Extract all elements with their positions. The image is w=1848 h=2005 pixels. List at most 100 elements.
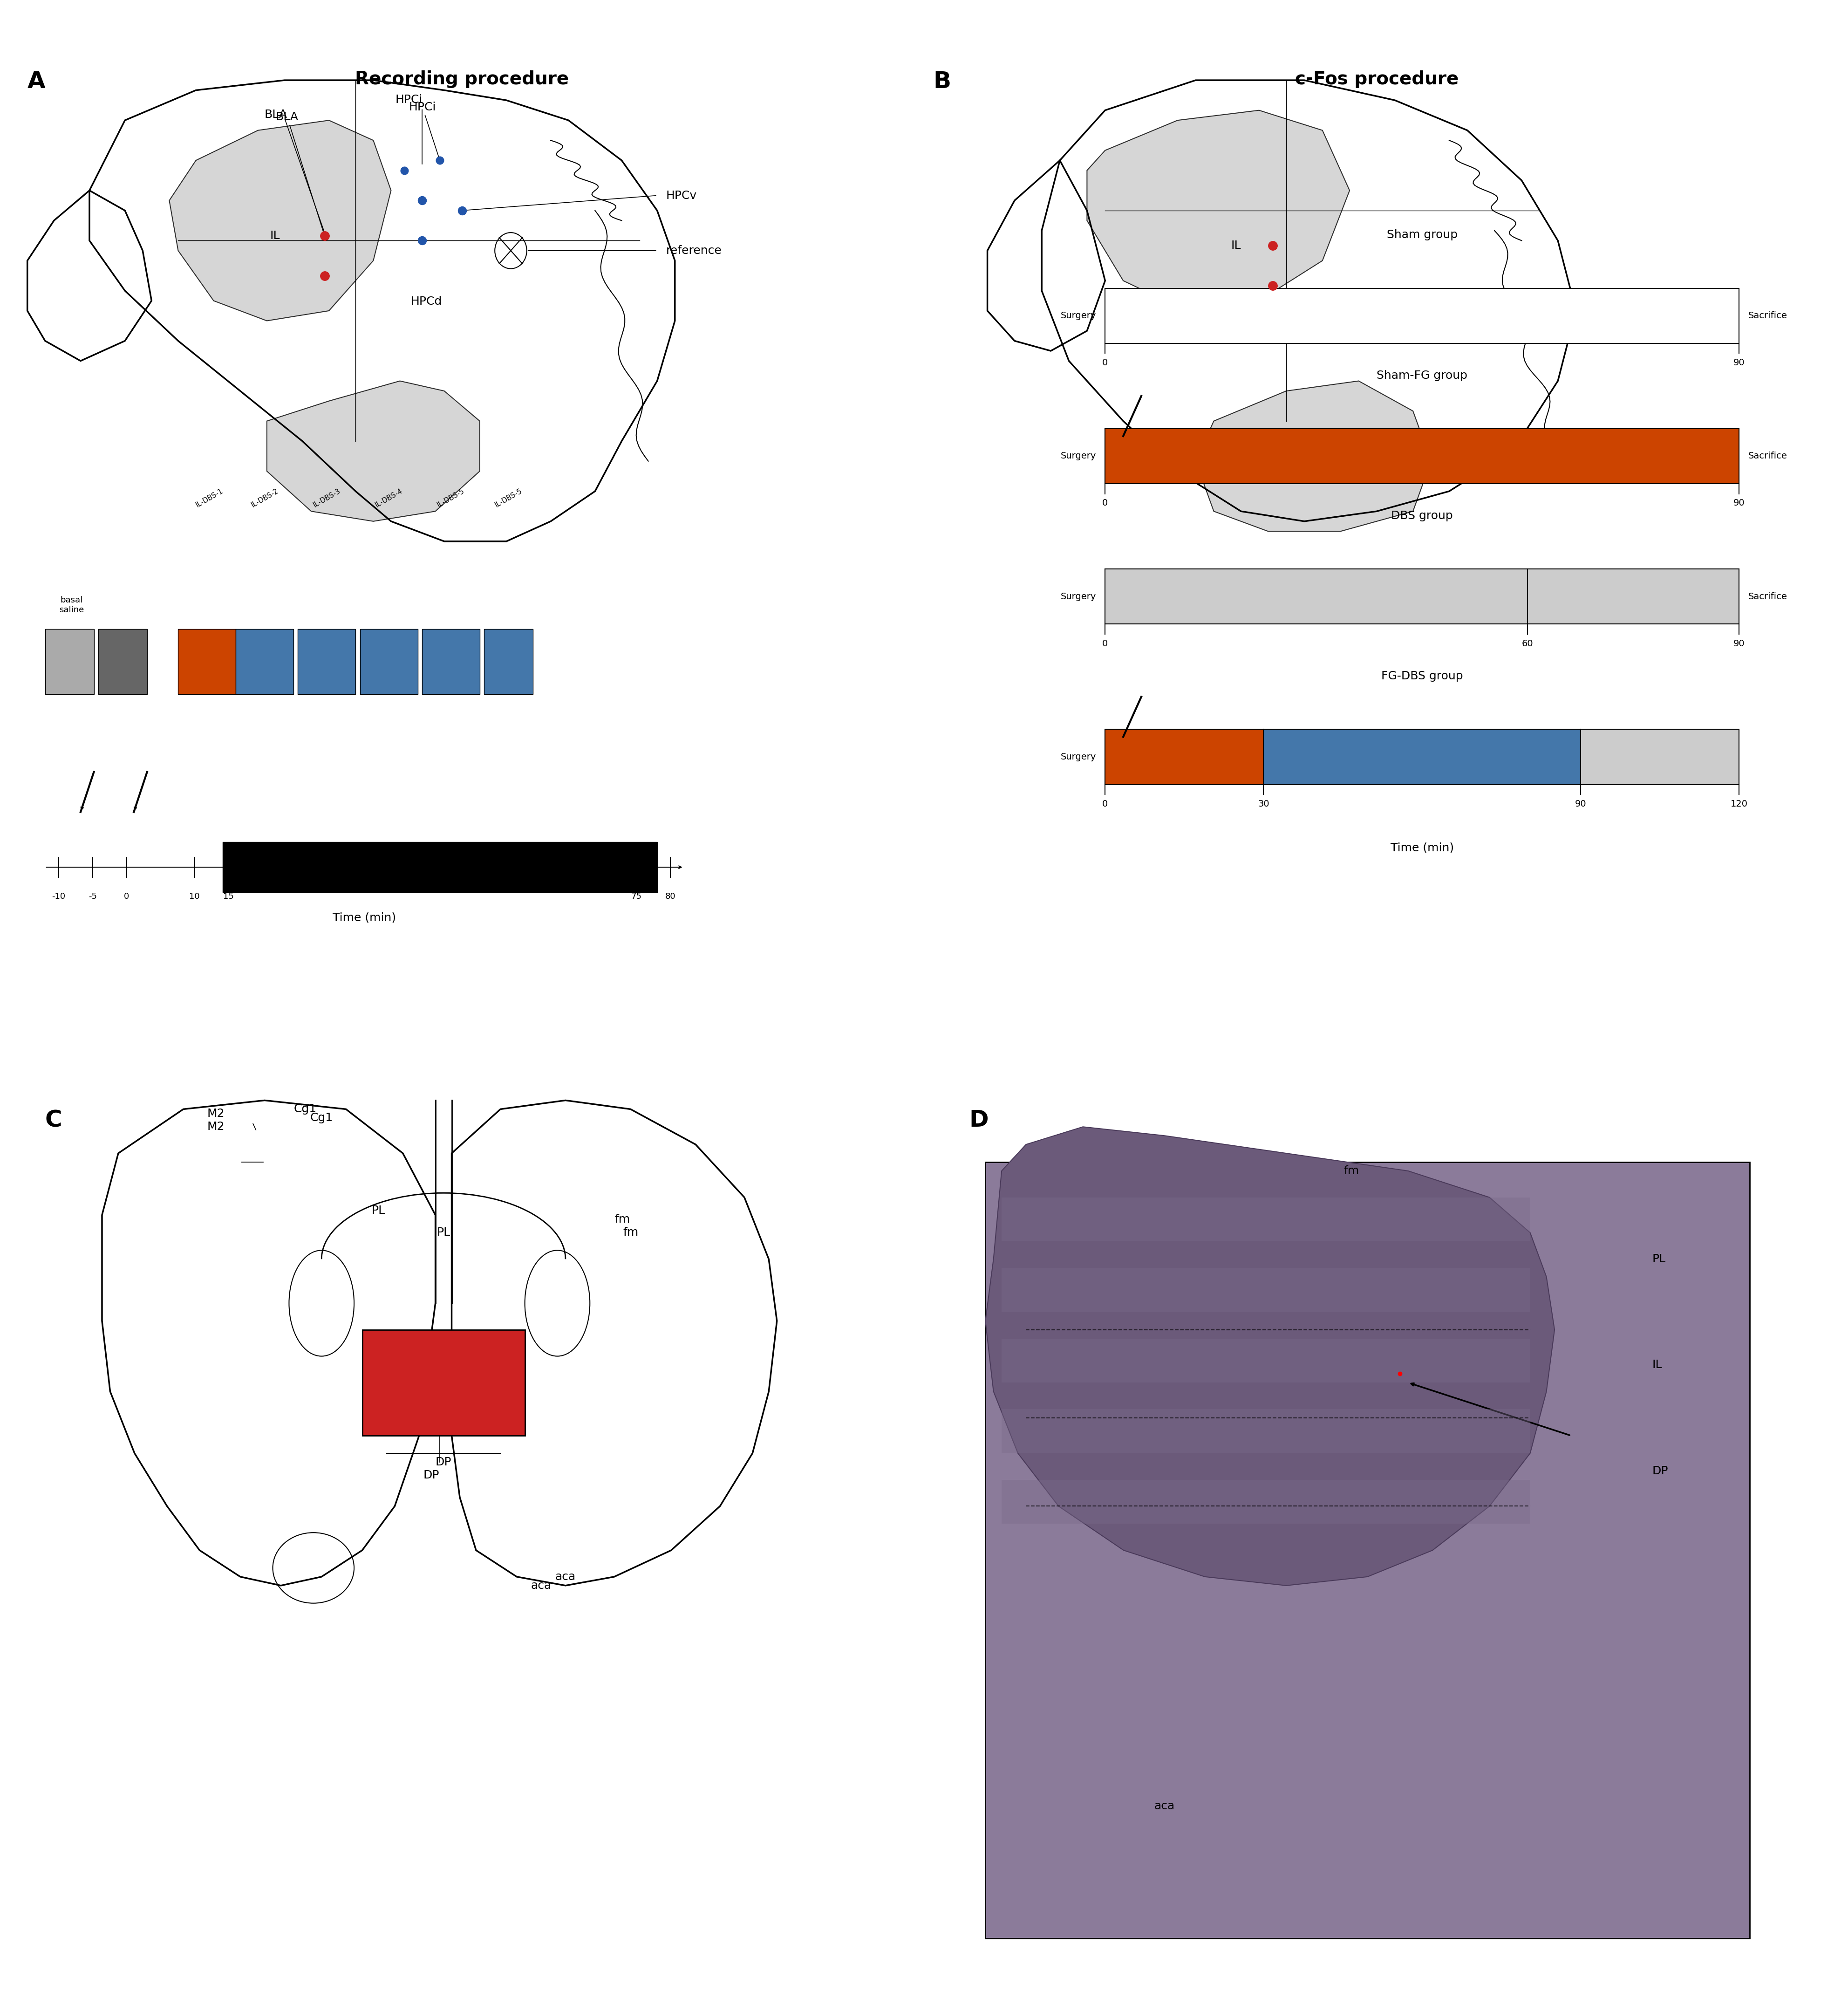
Text: HPCi: HPCi [395,94,423,106]
Text: fm: fm [1343,1165,1358,1177]
Text: 90: 90 [1733,499,1745,507]
Text: 30: 30 [1258,800,1270,808]
Bar [222,842,658,892]
Text: 120: 120 [1730,800,1748,808]
Text: 75: 75 [630,892,641,900]
Text: M2: M2 [207,1109,225,1119]
Bar [484,630,532,694]
Text: Sacrifice: Sacrifice [1748,311,1787,321]
Text: IL: IL [436,1375,451,1389]
Bar [1528,569,1739,624]
Text: -10: -10 [52,892,65,900]
Text: A: A [28,70,46,92]
Bar [44,630,94,694]
Text: IL-DBS-2: IL-DBS-2 [249,487,279,509]
Text: fm: fm [615,1213,630,1225]
Bar [177,630,237,694]
Bar [1002,1410,1530,1454]
Bar [98,630,148,694]
Text: 2: 2 [262,658,268,666]
Text: 4: 4 [386,658,392,666]
Text: Sacrifice: Sacrifice [1748,451,1787,461]
Text: DP: DP [1652,1466,1669,1476]
Text: fm: fm [623,1227,638,1239]
Text: HPCi: HPCi [408,102,440,158]
Text: FG-DBS group: FG-DBS group [1380,670,1464,682]
Text: B: B [933,70,952,92]
Text: 5: 5 [449,658,453,666]
Text: IL-DBS-3: IL-DBS-3 [312,487,342,509]
Bar [421,630,480,694]
Text: Surgery: Surgery [1061,752,1096,762]
Text: 15: 15 [224,892,235,900]
Text: Time (min): Time (min) [333,912,395,924]
Text: -5: -5 [89,892,96,900]
Text: IL-DBS-4: IL-DBS-4 [373,487,403,509]
Text: PL: PL [1652,1253,1665,1265]
Text: 90: 90 [1733,359,1745,367]
Text: 60: 60 [1523,640,1534,648]
Polygon shape [266,381,480,521]
Bar [1105,289,1739,343]
Text: 90: 90 [1574,800,1586,808]
Text: IL-DBS: IL-DBS [416,860,464,874]
Text: DBS on: DBS on [1299,591,1332,602]
Polygon shape [170,120,392,321]
Text: 0: 0 [1101,499,1109,507]
Bar [985,1163,1750,1939]
Text: M2: M2 [207,1121,225,1133]
Bar [362,1329,525,1436]
Text: Cg1: Cg1 [310,1113,333,1123]
Bar [237,630,294,694]
Text: IL-DBS-1: IL-DBS-1 [194,487,224,509]
Text: DBS off: DBS off [1643,752,1676,762]
Text: basal
saline: basal saline [59,595,85,614]
Text: DP: DP [423,1470,440,1482]
Text: 3: 3 [323,658,329,666]
Text: DBS group: DBS group [1392,509,1453,521]
Text: 80: 80 [665,892,675,900]
Text: Surgery: Surgery [1061,311,1096,321]
Text: Surgery: Surgery [1061,591,1096,602]
Text: 0: 0 [1101,640,1109,648]
Bar [1105,569,1528,624]
Bar [298,630,355,694]
Text: HPCd: HPCd [410,297,442,307]
Text: Sacrifice: Sacrifice [1748,591,1787,602]
Text: DP: DP [436,1456,451,1468]
Bar [1580,730,1739,784]
Text: BLA: BLA [264,108,286,120]
Text: 0: 0 [124,892,129,900]
Bar [1105,730,1264,784]
Text: IL: IL [1231,241,1242,251]
Text: Sham-FG group: Sham-FG group [1377,369,1467,381]
Bar [1264,730,1580,784]
Text: 10: 10 [188,892,200,900]
Text: 0: 0 [1101,359,1109,367]
Text: reference: reference [665,245,723,257]
Text: PL: PL [371,1205,384,1217]
Text: IL-DBS-5: IL-DBS-5 [436,487,466,509]
Text: C: C [44,1109,63,1131]
Polygon shape [1087,110,1349,311]
Text: HPCv: HPCv [665,190,697,201]
Text: Time (min): Time (min) [1390,842,1454,854]
Text: aca: aca [1153,1800,1175,1813]
Bar [360,630,418,694]
Text: IL-DBS-5: IL-DBS-5 [493,487,523,509]
Bar [1002,1339,1530,1383]
Text: 1: 1 [205,658,211,666]
Text: Sham group: Sham group [1386,229,1458,241]
Text: c-Fos procedure: c-Fos procedure [1295,70,1458,88]
Text: BLA: BLA [275,112,323,235]
Text: IL: IL [270,231,281,241]
Polygon shape [985,1127,1554,1586]
Text: IL: IL [1652,1359,1661,1371]
Text: aca: aca [530,1580,551,1592]
Text: aca: aca [554,1572,577,1582]
Bar [1002,1480,1530,1524]
Text: PL: PL [436,1227,451,1239]
Bar [1105,429,1739,483]
Bar [1002,1197,1530,1241]
Text: Surgery: Surgery [1061,451,1096,461]
